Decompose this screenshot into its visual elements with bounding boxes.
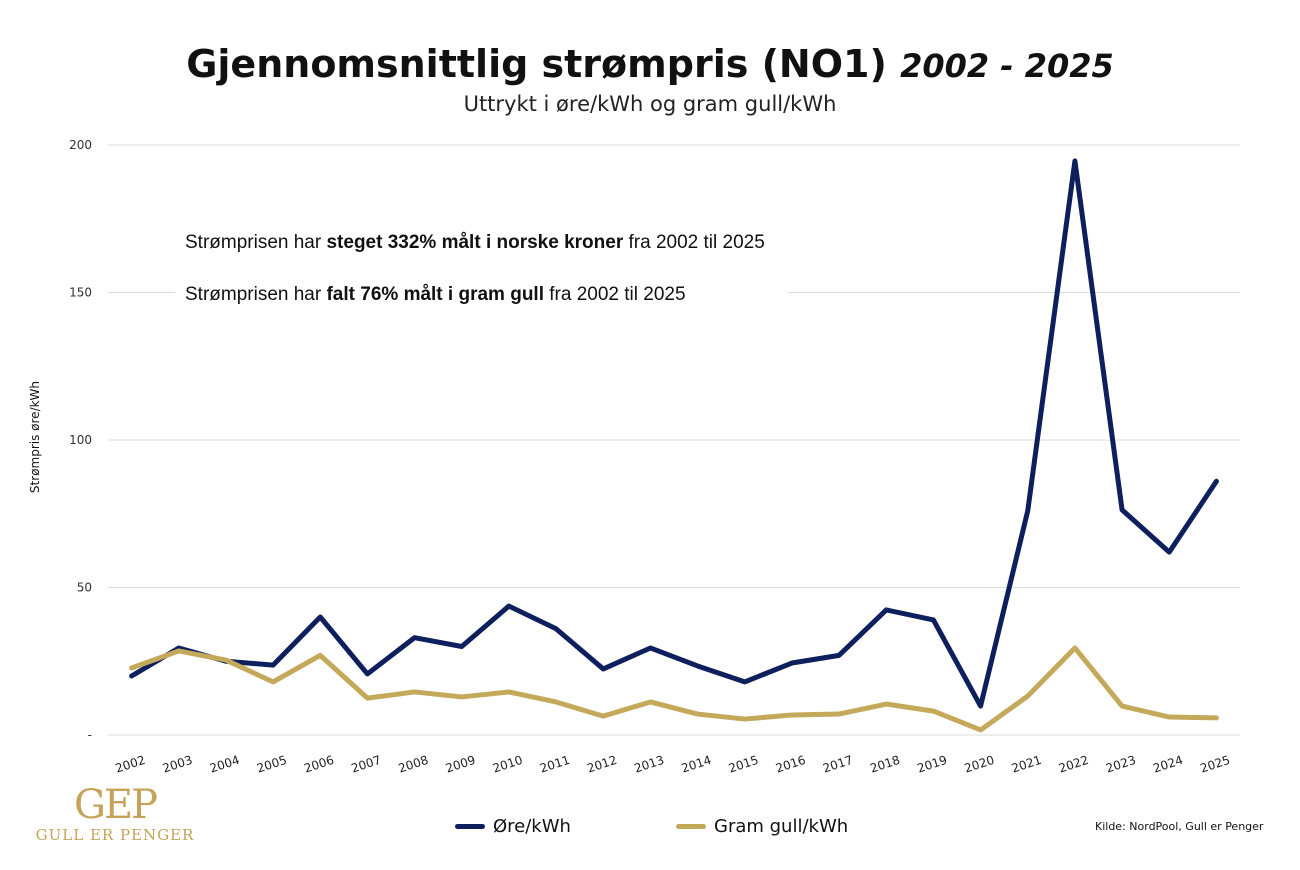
- x-tick-label: 2009: [444, 753, 477, 776]
- y-tick-label: 150: [69, 286, 92, 300]
- y-tick-label: 50: [77, 581, 92, 595]
- title-years: 2002 - 2025: [900, 47, 1114, 85]
- series-line-gold: [129, 645, 1219, 733]
- x-tick-label: 2022: [1057, 753, 1090, 776]
- legend-label: Øre/kWh: [493, 816, 571, 837]
- x-tick-label: 2018: [868, 753, 901, 776]
- y-tick-label: 100: [69, 433, 92, 447]
- chart-subtitle: Uttrykt i øre/kWh og gram gull/kWh: [463, 92, 837, 116]
- x-tick-label: 2013: [632, 753, 665, 776]
- legend-label: Gram gull/kWh: [714, 816, 849, 837]
- source-note: Kilde: NordPool, Gull er Penger: [1095, 820, 1264, 833]
- title-main: Gjennomsnittlig strømpris (NO1): [186, 42, 887, 86]
- x-tick-label: 2003: [161, 753, 194, 776]
- legend-item-ore: Øre/kWh: [455, 816, 571, 837]
- x-tick-label: 2021: [1010, 753, 1043, 776]
- chart-title: Gjennomsnittlig strømpris (NO1) 2002 - 2…: [0, 42, 1300, 86]
- x-tick-label: 2002: [114, 753, 147, 776]
- x-tick-label: 2008: [397, 753, 430, 776]
- annotation-gold: Strømprisen har falt 76% målt i gram gul…: [175, 280, 787, 310]
- annotation-nok: Strømprisen har steget 332% målt i norsk…: [175, 228, 787, 258]
- x-tick-label: 2012: [585, 753, 618, 776]
- x-tick-label: 2020: [963, 753, 996, 776]
- x-tick-label: 2004: [208, 753, 241, 776]
- x-tick-label: 2010: [491, 753, 524, 776]
- y-tick-label: -: [88, 728, 92, 742]
- legend-item-gold: Gram gull/kWh: [676, 816, 848, 837]
- x-tick-label: 2025: [1198, 753, 1231, 776]
- x-tick-label: 2011: [538, 753, 571, 776]
- x-tick-label: 2007: [349, 753, 382, 776]
- x-tick-label: 2019: [915, 753, 948, 776]
- x-tick-label: 2016: [774, 753, 807, 776]
- x-tick-label: 2014: [680, 753, 713, 776]
- series-line-ore: [129, 158, 1219, 709]
- x-tick-label: 2023: [1104, 753, 1137, 776]
- x-tick-label: 2006: [302, 753, 335, 776]
- x-tick-label: 2005: [255, 753, 288, 776]
- legend-swatch: [676, 824, 706, 829]
- y-axis-label: Strømpris øre/kWh: [28, 380, 42, 494]
- x-tick-label: 2017: [821, 753, 854, 776]
- x-tick-label: 2015: [727, 753, 760, 776]
- y-tick-label: 200: [69, 138, 92, 152]
- legend-swatch: [455, 824, 485, 829]
- gep-logo: GEP GULL ER PENGER: [35, 782, 195, 844]
- x-tick-label: 2024: [1151, 753, 1184, 776]
